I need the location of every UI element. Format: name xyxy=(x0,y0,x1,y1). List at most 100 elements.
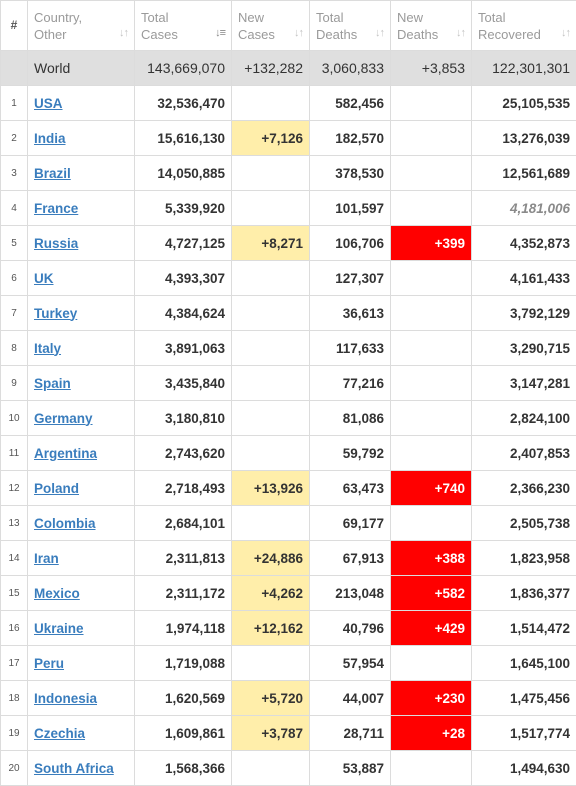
new-cases-cell xyxy=(232,436,310,471)
country-link[interactable]: Turkey xyxy=(34,306,77,321)
country-link[interactable]: Italy xyxy=(34,341,61,356)
total-cases-cell: 14,050,885 xyxy=(135,156,232,191)
new-deaths-cell xyxy=(391,646,472,681)
total-recovered-cell: 1,517,774 xyxy=(472,716,576,751)
new-cases-cell: +12,162 xyxy=(232,611,310,646)
total-cases-cell: 2,684,101 xyxy=(135,506,232,541)
row-index-cell: 6 xyxy=(1,261,28,296)
total-recovered-cell: 1,494,630 xyxy=(472,751,576,786)
sort-arrows-icon[interactable]: ↓↑ xyxy=(375,25,384,42)
country-link-cell: India xyxy=(28,121,135,156)
total-deaths-cell: 81,086 xyxy=(310,401,391,436)
country-link-cell: South Africa xyxy=(28,751,135,786)
new-deaths-cell xyxy=(391,86,472,121)
total-recovered-cell: 3,147,281 xyxy=(472,366,576,401)
new-cases-cell xyxy=(232,751,310,786)
country-link[interactable]: Peru xyxy=(34,656,64,671)
country-link[interactable]: France xyxy=(34,201,78,216)
country-link[interactable]: Mexico xyxy=(34,586,80,601)
total-recovered-cell: 25,105,535 xyxy=(472,86,576,121)
new-deaths-cell: +740 xyxy=(391,471,472,506)
country-link[interactable]: USA xyxy=(34,96,63,111)
country-link[interactable]: Brazil xyxy=(34,166,71,181)
country-link[interactable]: Argentina xyxy=(34,446,97,461)
country-link[interactable]: Russia xyxy=(34,236,78,251)
country-link[interactable]: UK xyxy=(34,271,54,286)
country-link-cell: Ukraine xyxy=(28,611,135,646)
total-recovered-cell: 3,792,129 xyxy=(472,296,576,331)
world-total-cases: 143,669,070 xyxy=(135,51,232,86)
country-link-cell: Turkey xyxy=(28,296,135,331)
country-link-cell: Italy xyxy=(28,331,135,366)
world-new-deaths: +3,853 xyxy=(391,51,472,86)
world-label: World xyxy=(28,51,135,86)
country-link[interactable]: Ukraine xyxy=(34,621,84,636)
total-cases-cell: 3,180,810 xyxy=(135,401,232,436)
new-cases-cell: +7,126 xyxy=(232,121,310,156)
country-link[interactable]: Spain xyxy=(34,376,71,391)
row-index-cell: 16 xyxy=(1,611,28,646)
total-deaths-cell: 182,570 xyxy=(310,121,391,156)
new-cases-cell xyxy=(232,296,310,331)
row-index-cell: 13 xyxy=(1,506,28,541)
country-link-cell: Brazil xyxy=(28,156,135,191)
country-link-cell: Czechia xyxy=(28,716,135,751)
sort-arrows-icon[interactable]: ↓↑ xyxy=(294,25,303,42)
total-deaths-cell: 378,530 xyxy=(310,156,391,191)
row-index-cell: 14 xyxy=(1,541,28,576)
total-cases-cell: 1,609,861 xyxy=(135,716,232,751)
total-recovered-cell: 1,823,958 xyxy=(472,541,576,576)
header-index[interactable]: # xyxy=(1,1,28,51)
new-deaths-cell: +582 xyxy=(391,576,472,611)
total-cases-cell: 2,311,813 xyxy=(135,541,232,576)
total-deaths-cell: 69,177 xyxy=(310,506,391,541)
total-deaths-cell: 213,048 xyxy=(310,576,391,611)
world-new-cases: +132,282 xyxy=(232,51,310,86)
country-link-cell: Mexico xyxy=(28,576,135,611)
country-link[interactable]: Poland xyxy=(34,481,79,496)
total-cases-cell: 1,974,118 xyxy=(135,611,232,646)
country-link[interactable]: Iran xyxy=(34,551,59,566)
total-deaths-cell: 36,613 xyxy=(310,296,391,331)
country-link[interactable]: Czechia xyxy=(34,726,85,741)
row-index-cell: 15 xyxy=(1,576,28,611)
country-link-cell: Spain xyxy=(28,366,135,401)
sort-desc-icon[interactable]: ↓≡ xyxy=(215,25,225,42)
sort-arrows-icon[interactable]: ↓↑ xyxy=(561,25,570,42)
sort-arrows-icon[interactable]: ↓↑ xyxy=(119,25,128,42)
total-recovered-cell: 13,276,039 xyxy=(472,121,576,156)
country-link[interactable]: Colombia xyxy=(34,516,96,531)
new-deaths-cell: +429 xyxy=(391,611,472,646)
new-deaths-cell xyxy=(391,261,472,296)
country-link[interactable]: India xyxy=(34,131,66,146)
new-cases-cell xyxy=(232,261,310,296)
new-deaths-cell xyxy=(391,191,472,226)
total-cases-cell: 5,339,920 xyxy=(135,191,232,226)
country-link[interactable]: Indonesia xyxy=(34,691,97,706)
total-cases-cell: 32,536,470 xyxy=(135,86,232,121)
country-link-cell: Indonesia xyxy=(28,681,135,716)
new-cases-cell xyxy=(232,366,310,401)
country-link[interactable]: South Africa xyxy=(34,761,114,776)
new-deaths-cell xyxy=(391,156,472,191)
country-link-cell: Iran xyxy=(28,541,135,576)
new-deaths-cell xyxy=(391,331,472,366)
header-country[interactable]: Country,Other ↓↑ xyxy=(28,1,135,51)
sort-arrows-icon[interactable]: ↓↑ xyxy=(456,25,465,42)
country-link[interactable]: Germany xyxy=(34,411,93,426)
